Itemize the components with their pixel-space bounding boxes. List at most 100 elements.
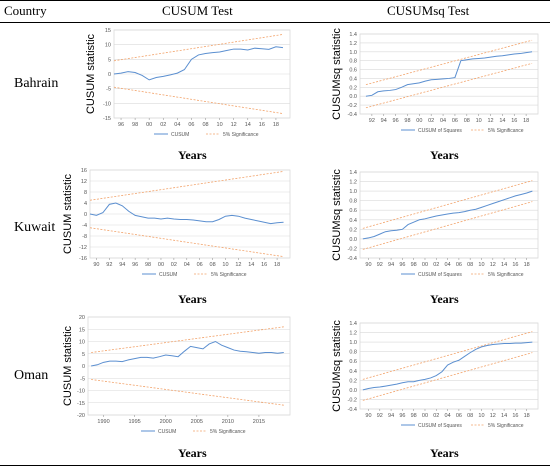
significance-line xyxy=(89,227,284,258)
chart-bahrain-cusum: -15 -10 -5 0 5 10 15 96 98 00 02 04 06 08 10 12 14 16 18 CU… xyxy=(64,26,294,144)
x-tick-label: 08 xyxy=(464,118,470,124)
x-tick-label: 10 xyxy=(476,118,482,124)
chart-svg: -0.4 -0.2 0.0 0.2 0.4 0.6 0.8 1.0 1.2 1.4 92 94 96 98… xyxy=(331,28,539,134)
cusum-line xyxy=(91,340,284,367)
y-tick-label: 0.2 xyxy=(349,378,357,384)
x-tick-label: 98 xyxy=(404,118,410,124)
x-tick-label: 14 xyxy=(248,262,254,268)
top-rule xyxy=(0,0,550,1)
header-rule xyxy=(0,22,550,23)
xlabel-bahrain-cusum: Years xyxy=(178,148,207,162)
y-tick-label: -15 xyxy=(77,401,85,407)
y-tick-label: 0 xyxy=(108,72,111,78)
x-tick-label: 12 xyxy=(231,122,237,128)
xlabel-oman-cusumsq: Years xyxy=(430,446,459,460)
x-tick-label: 00 xyxy=(416,118,422,124)
legend-label-cusum: CUSUM of Squares xyxy=(418,128,462,134)
x-tick-label: 18 xyxy=(274,262,280,268)
x-tick-label: 2005 xyxy=(191,419,203,425)
x-tick-label: 92 xyxy=(377,413,383,419)
x-tick-label: 16 xyxy=(512,262,518,268)
chart-kuwait-cusumsq: -0.4 -0.2 0.0 0.2 0.4 0.6 0.8 1.0 1.2 1.4 90 92 94 96… xyxy=(302,166,542,284)
x-tick-label: 14 xyxy=(499,118,505,124)
chart-svg: -20 -15 -10 -5 0 5 10 15 20 1990 1995 2000 2005 2010 2… xyxy=(62,315,291,435)
x-tick-label: 14 xyxy=(501,262,507,268)
x-tick-label: 18 xyxy=(523,118,529,124)
x-tick-label: 12 xyxy=(490,413,496,419)
x-tick-label: 04 xyxy=(184,262,190,268)
chart-kuwait-cusum: -16 -12 -8 -4 0 4 8 12 16 90 92 94 96 98 00 02 04 06 08 10 1… xyxy=(62,166,294,284)
x-tick-label: 08 xyxy=(202,122,208,128)
x-tick-label: 02 xyxy=(160,122,166,128)
x-tick-label: 06 xyxy=(456,262,462,268)
y-tick-label: -10 xyxy=(77,389,85,395)
y-tick-label: 0.2 xyxy=(349,85,357,91)
x-tick-label: 16 xyxy=(259,122,265,128)
y-axis-label: CUSUM statistic xyxy=(85,33,97,114)
x-tick-label: 04 xyxy=(445,262,451,268)
x-tick-label: 16 xyxy=(512,413,518,419)
significance-line xyxy=(365,62,533,109)
x-tick-label: 04 xyxy=(440,118,446,124)
y-tick-label: 5 xyxy=(82,352,85,358)
cusum-line xyxy=(362,341,533,391)
y-tick-label: -16 xyxy=(79,256,87,262)
x-tick-label: 92 xyxy=(369,118,375,124)
chart-oman-cusumsq: -0.4 -0.2 0.0 0.2 0.4 0.6 0.8 1.0 1.2 1.4 90 92 94 96… xyxy=(302,313,542,435)
x-tick-label: 12 xyxy=(487,118,493,124)
x-tick-label: 14 xyxy=(245,122,251,128)
plot-frame xyxy=(359,322,539,410)
legend-label-cusum: CUSUM xyxy=(159,272,177,278)
x-tick-label: 10 xyxy=(478,262,484,268)
chart-svg: -15 -10 -5 0 5 10 15 96 98 00 02 04 06 08 10 12 14 16 18 CU… xyxy=(85,28,291,138)
x-tick-label: 08 xyxy=(467,413,473,419)
y-tick-label: 0 xyxy=(82,364,85,370)
x-tick-label: 06 xyxy=(188,122,194,128)
x-tick-label: 00 xyxy=(422,262,428,268)
x-tick-label: 94 xyxy=(381,118,387,124)
legend-label-cusum: CUSUM xyxy=(158,429,176,435)
x-tick-label: 98 xyxy=(145,262,151,268)
y-tick-label: -10 xyxy=(103,101,111,107)
y-tick-label: -0.2 xyxy=(348,246,357,252)
x-tick-label: 98 xyxy=(411,262,417,268)
y-tick-label: 1.0 xyxy=(349,50,357,56)
x-tick-label: 10 xyxy=(478,413,484,419)
xlabel-bahrain-cusumsq: Years xyxy=(430,148,459,162)
x-tick-label: 16 xyxy=(511,118,517,124)
y-tick-label: 1.2 xyxy=(349,180,357,186)
y-tick-label: -0.4 xyxy=(348,407,357,413)
header-cusumsq: CUSUMsq Test xyxy=(387,3,470,18)
x-tick-label: 08 xyxy=(210,262,216,268)
country-oman: Oman xyxy=(14,368,49,383)
y-tick-label: 1.4 xyxy=(349,321,357,327)
x-tick-label: 10 xyxy=(217,122,223,128)
y-tick-label: 0 xyxy=(84,212,87,218)
cusum-line xyxy=(113,46,284,81)
x-tick-label: 08 xyxy=(467,262,473,268)
y-tick-label: 1.4 xyxy=(349,32,357,38)
y-tick-label: -0.2 xyxy=(348,397,357,403)
y-tick-label: 15 xyxy=(79,327,85,333)
significance-line xyxy=(89,170,284,201)
y-tick-label: 1.2 xyxy=(349,331,357,337)
x-tick-label: 92 xyxy=(106,262,112,268)
x-tick-label: 18 xyxy=(524,262,530,268)
significance-line xyxy=(362,201,533,250)
cusum-line xyxy=(89,202,284,225)
header-country: Country xyxy=(4,3,47,18)
x-tick-label: 96 xyxy=(399,262,405,268)
y-tick-label: 1.0 xyxy=(349,340,357,346)
chart-svg: -0.4 -0.2 0.0 0.2 0.4 0.6 0.8 1.0 1.2 1.4 90 92 94 96… xyxy=(331,320,539,429)
xlabel-kuwait-cusum: Years xyxy=(178,292,207,306)
y-axis-label: CUSUMsq statistic xyxy=(331,320,343,412)
x-tick-label: 96 xyxy=(132,262,138,268)
chart-bahrain-cusumsq: -0.4 -0.2 0.0 0.2 0.4 0.6 0.8 1.0 1.2 1.4 92 94 96 98… xyxy=(302,26,542,144)
x-tick-label: 04 xyxy=(445,413,451,419)
x-tick-label: 90 xyxy=(365,413,371,419)
y-tick-label: 1.0 xyxy=(349,189,357,195)
x-tick-label: 2000 xyxy=(160,419,172,425)
y-tick-label: 0.6 xyxy=(349,68,357,74)
y-tick-label: 0.0 xyxy=(349,237,357,243)
